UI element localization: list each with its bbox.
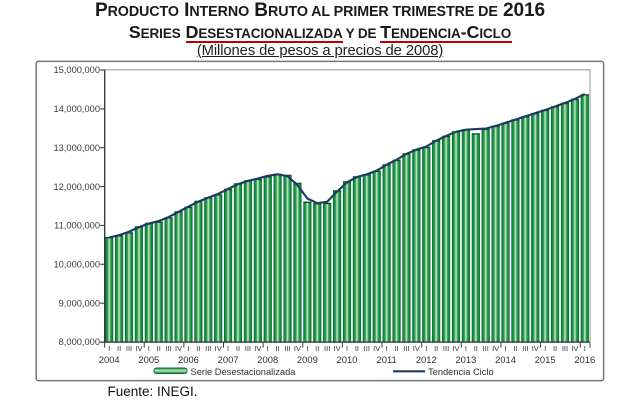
svg-text:13,000,000: 13,000,000 — [53, 143, 100, 153]
svg-text:II: II — [196, 344, 200, 353]
svg-text:2014: 2014 — [495, 354, 516, 365]
svg-text:I: I — [584, 344, 586, 353]
svg-text:2009: 2009 — [297, 354, 318, 365]
svg-text:I: I — [187, 344, 189, 353]
svg-text:I: I — [544, 344, 546, 353]
svg-text:2015: 2015 — [535, 354, 556, 365]
svg-text:2010: 2010 — [337, 354, 358, 365]
svg-text:IV: IV — [571, 344, 578, 353]
svg-text:III: III — [126, 344, 132, 353]
svg-text:I: I — [425, 344, 427, 353]
svg-text:II: II — [236, 344, 240, 353]
svg-text:II: II — [117, 344, 121, 353]
svg-text:2016: 2016 — [574, 354, 595, 365]
svg-text:I: I — [108, 344, 110, 353]
svg-text:15,000,000: 15,000,000 — [53, 65, 100, 75]
svg-text:II: II — [434, 344, 438, 353]
svg-text:IV: IV — [413, 344, 420, 353]
svg-text:III: III — [443, 344, 449, 353]
svg-text:IV: IV — [373, 344, 380, 353]
svg-text:Tendencia Ciclo: Tendencia Ciclo — [428, 367, 494, 377]
svg-text:2007: 2007 — [218, 354, 239, 365]
svg-text:III: III — [522, 344, 528, 353]
svg-text:2013: 2013 — [455, 354, 476, 365]
svg-text:III: III — [324, 344, 330, 353]
svg-text:9,000,000: 9,000,000 — [59, 298, 100, 308]
svg-text:10,000,000: 10,000,000 — [53, 259, 100, 269]
svg-text:IV: IV — [254, 344, 261, 353]
svg-text:III: III — [284, 344, 290, 353]
svg-text:II: II — [355, 344, 359, 353]
svg-text:2012: 2012 — [416, 354, 437, 365]
svg-text:2008: 2008 — [257, 354, 278, 365]
svg-text:IV: IV — [452, 344, 459, 353]
svg-text:IV: IV — [532, 344, 539, 353]
svg-text:III: III — [364, 344, 370, 353]
svg-text:2005: 2005 — [138, 354, 159, 365]
svg-text:I: I — [465, 344, 467, 353]
svg-text:II: II — [394, 344, 398, 353]
svg-text:II: II — [276, 344, 280, 353]
svg-text:III: III — [483, 344, 489, 353]
svg-text:III: III — [562, 344, 568, 353]
svg-text:I: I — [267, 344, 269, 353]
svg-text:II: II — [157, 344, 161, 353]
svg-text:I: I — [148, 344, 150, 353]
svg-text:I: I — [386, 344, 388, 353]
svg-text:IV: IV — [492, 344, 499, 353]
svg-text:IV: IV — [334, 344, 341, 353]
svg-text:II: II — [553, 344, 557, 353]
svg-text:IV: IV — [294, 344, 301, 353]
svg-text:II: II — [315, 344, 319, 353]
svg-text:I: I — [504, 344, 506, 353]
svg-text:11,000,000: 11,000,000 — [54, 221, 100, 231]
svg-text:III: III — [403, 344, 409, 353]
svg-text:III: III — [245, 344, 251, 353]
svg-text:2004: 2004 — [99, 354, 120, 365]
svg-text:8,000,000: 8,000,000 — [59, 337, 100, 347]
svg-text:2011: 2011 — [377, 354, 397, 365]
svg-text:IV: IV — [135, 344, 142, 353]
svg-text:II: II — [474, 344, 478, 353]
svg-text:I: I — [306, 344, 308, 353]
svg-text:IV: IV — [215, 344, 222, 353]
svg-text:12,000,000: 12,000,000 — [53, 182, 100, 192]
svg-text:II: II — [513, 344, 517, 353]
svg-text:14,000,000: 14,000,000 — [53, 104, 100, 114]
svg-text:I: I — [346, 344, 348, 353]
svg-text:2006: 2006 — [178, 354, 199, 365]
svg-text:Serie Desestacionalizada: Serie Desestacionalizada — [191, 367, 297, 377]
svg-text:III: III — [166, 344, 172, 353]
svg-text:III: III — [205, 344, 211, 353]
svg-text:IV: IV — [175, 344, 182, 353]
svg-text:I: I — [227, 344, 229, 353]
